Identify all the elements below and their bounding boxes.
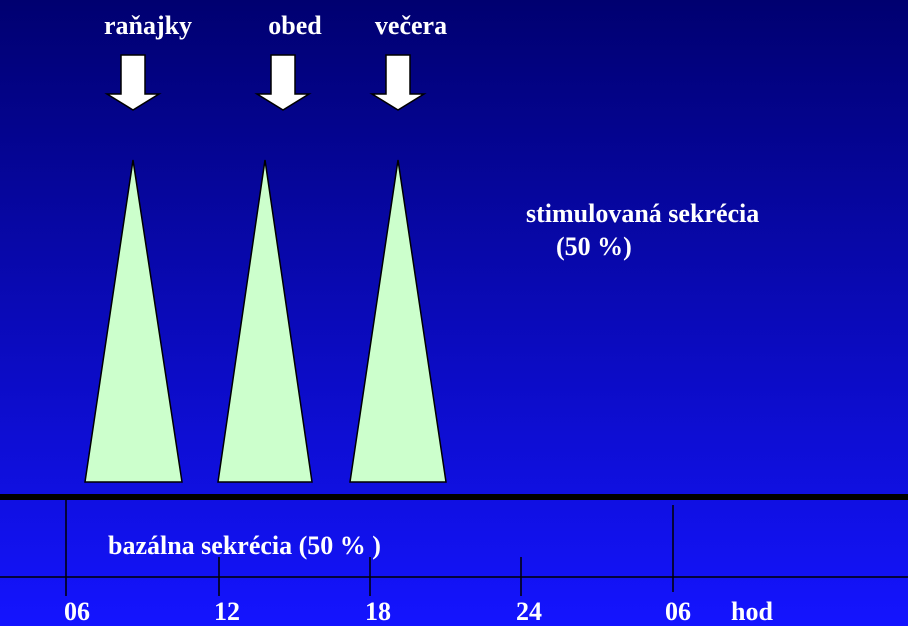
basal-label: bazálna sekrécia (50 % ) [108,531,381,560]
axis-label: 06 [665,597,691,626]
secretion-peak [217,159,313,483]
axis-label: 24 [516,597,542,626]
arrow [369,54,427,111]
secretion-peak [349,159,447,483]
arrow [254,54,312,111]
arrow [104,54,162,111]
meal-label: obed [268,11,322,40]
meal-label: raňajky [104,11,192,40]
secretion-peak [84,159,183,483]
axis-label: 12 [214,597,240,626]
axis-unit: hod [731,597,773,626]
axis-label: 18 [365,597,391,626]
baseline [0,494,908,500]
stimulated-label: stimulovaná sekrécia [526,199,759,228]
stimulated-share: (50 %) [556,232,632,261]
meal-label: večera [375,11,447,40]
axis-label: 06 [64,597,90,626]
